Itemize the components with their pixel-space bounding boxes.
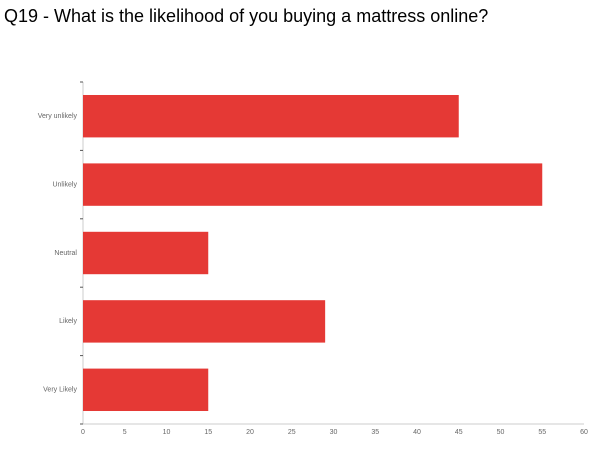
x-tick-label: 30	[330, 429, 338, 436]
bar	[83, 300, 326, 343]
x-tick-label: 0	[81, 429, 85, 436]
x-tick-label: 25	[288, 429, 296, 436]
x-tick-label: 55	[538, 429, 546, 436]
y-tick-label: Neutral	[54, 250, 77, 257]
bar	[83, 163, 543, 206]
y-tick-label: Very Likely	[43, 387, 77, 394]
bar	[83, 368, 209, 412]
x-tick-label: 20	[246, 429, 254, 436]
bar	[83, 94, 459, 138]
x-tick-label: 50	[497, 429, 505, 436]
y-tick-label: Unlikely	[52, 181, 77, 188]
x-tick-label: 45	[455, 429, 463, 436]
x-tick-label: 10	[163, 429, 171, 436]
chart-title: Q19 - What is the likelihood of you buyi…	[4, 6, 488, 26]
x-tick-label: 60	[580, 429, 588, 436]
bar	[83, 231, 209, 275]
x-tick-label: 35	[371, 429, 379, 436]
y-tick-label: Likely	[59, 318, 77, 325]
x-tick-label: 40	[413, 429, 421, 436]
x-tick-label: 5	[123, 429, 127, 436]
x-tick-label: 15	[204, 429, 212, 436]
y-tick-label: Very unlikely	[38, 113, 78, 120]
